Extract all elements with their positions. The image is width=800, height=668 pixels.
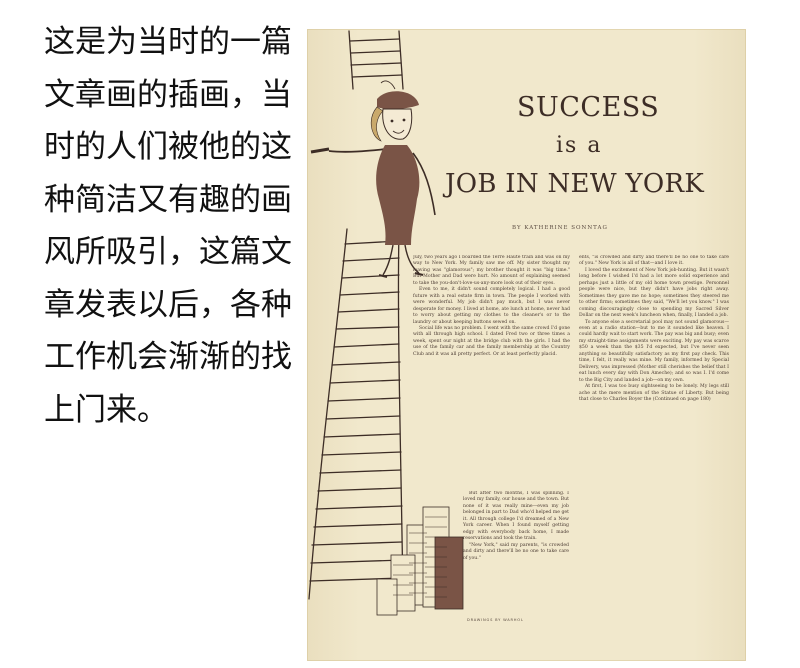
paragraph: To anyone else a secretarial pool may no… [579,319,729,383]
magazine-page: SUCCESS is a JOB IN NEW YORK BY KATHERIN… [307,29,746,661]
paragraph: At first, I was too busy sightseeing to … [579,384,729,402]
paragraph: But after two months, I was spinning. I … [463,491,569,542]
caption-line: 工作机会渐渐的找 [44,339,292,375]
caption-line: 种简洁又有趣的画 [44,181,292,218]
paragraph: July, two years ago I boarded the Terre … [413,255,570,286]
caption-text: 这是为当时的一篇 文章画的插画，当 时的人们被他的这 种简洁又有趣的画 风所吸引… [44,16,294,436]
ladder-woman-illustration [308,30,464,616]
city-buildings [376,506,464,616]
byline: BY KATHERINE SONNTAG [512,225,608,231]
illustration-credit: DRAWINGS BY WARHOL [467,618,524,622]
paragraph: Even to me, it didn't sound completely l… [413,287,570,325]
article-title-job: JOB IN NEW YORK [445,169,705,199]
ladder-rungs-top [349,38,403,78]
article-title-is-a: is a [556,133,603,158]
paragraph: "New York," said my parents, "is crowded… [463,542,569,561]
caption-line: 上门来。 [44,391,168,428]
woman-figure [310,80,436,278]
article-column-right: ents, "is crowded and dirty and there'll… [579,255,729,593]
article-column-left: July, two years ago I boarded the Terre … [413,255,570,585]
article-column-left-lower: But after two months, I was spinning. I … [463,491,569,587]
paragraph: ents, "is crowded and dirty and there'll… [579,255,729,267]
ladder-rail-lower [308,228,404,600]
caption-line: 文章画的插画，当 [44,76,292,113]
caption-line: 风所吸引，这篇文 [44,234,292,270]
paragraph: I loved the excitement of New York job-h… [579,267,729,319]
caption-line: 章发表以后，各种 [44,286,292,323]
paragraph: Social life was no problem. I went with … [413,325,570,357]
caption-line: 时的人们被他的这 [44,129,292,165]
article-title-success: SUCCESS [517,92,660,123]
caption-line: 这是为当时的一篇 [44,24,292,60]
